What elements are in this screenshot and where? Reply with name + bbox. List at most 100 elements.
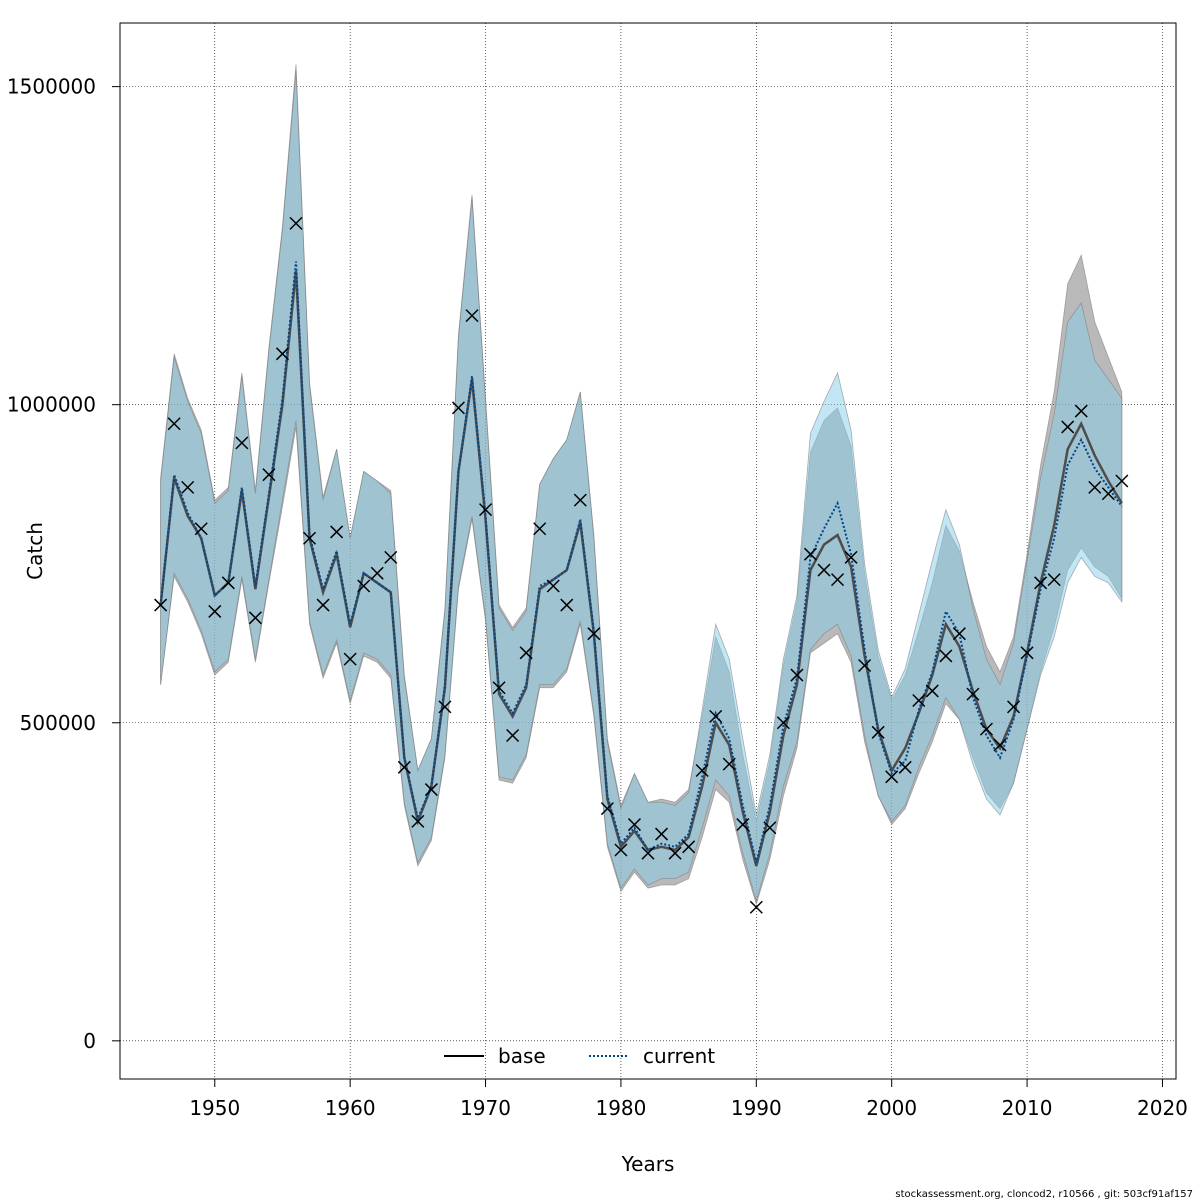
observed-point-2001 <box>898 760 912 774</box>
observed-point-1950 <box>208 604 222 618</box>
observed-point-1946 <box>154 598 168 612</box>
x-tick-label-1970: 1970 <box>460 1096 511 1120</box>
legend: base current <box>444 1044 715 1068</box>
observed-point-1947 <box>167 417 181 431</box>
observed-point-2010 <box>1020 646 1034 660</box>
observed-point-1951 <box>221 576 235 590</box>
observed-point-1962 <box>370 566 384 580</box>
observed-point-1956 <box>289 216 303 230</box>
observed-point-2003 <box>925 684 939 698</box>
footer-credit: stockassessment.org, cloncod2, r10566 , … <box>895 1189 1193 1200</box>
observed-point-1952 <box>235 436 249 450</box>
observed-point-1990 <box>749 900 763 914</box>
confidence-bands <box>160 64 1123 906</box>
observed-point-1948 <box>181 480 195 494</box>
legend-current-label: current <box>643 1044 715 1068</box>
observed-point-1954 <box>262 468 276 482</box>
observed-point-1995 <box>817 563 831 577</box>
observed-point-1974 <box>533 522 547 536</box>
observed-point-1997 <box>844 550 858 564</box>
plot-frame <box>119 22 1177 1080</box>
observed-point-1966 <box>424 783 438 797</box>
observed-point-1992 <box>776 716 790 730</box>
observed-point-1973 <box>519 646 533 660</box>
x-axis: 1950 1960 1970 1980 1990 2000 2010 2020 <box>189 1078 1188 1120</box>
observed-point-1953 <box>248 611 262 625</box>
observed-point-2014 <box>1074 404 1088 418</box>
observed-point-2011 <box>1034 576 1048 590</box>
legend-base-label: base <box>498 1044 546 1068</box>
observed-point-2017 <box>1115 474 1129 488</box>
observed-point-2015 <box>1088 480 1102 494</box>
observed-point-1985 <box>682 840 696 854</box>
x-axis-title: Years <box>621 1152 675 1176</box>
observed-point-2006 <box>966 687 980 701</box>
observed-point-1993 <box>790 668 804 682</box>
observed-point-2000 <box>885 770 899 784</box>
observed-point-1971 <box>492 681 506 695</box>
x-tick-label-2010: 2010 <box>1002 1096 1053 1120</box>
observed-point-2012 <box>1047 573 1061 587</box>
observed-point-1981 <box>627 818 641 832</box>
observed-point-2008 <box>993 738 1007 752</box>
x-tick-label-2000: 2000 <box>866 1096 917 1120</box>
y-tick-label-500000: 500000 <box>20 711 96 735</box>
observed-point-1979 <box>600 802 614 816</box>
observed-point-1994 <box>803 547 817 561</box>
x-tick-label-2020: 2020 <box>1137 1096 1188 1120</box>
observed-point-2002 <box>912 693 926 708</box>
observed-point-1970 <box>479 503 493 517</box>
x-tick-label-1950: 1950 <box>189 1096 240 1120</box>
observed-point-2004 <box>939 649 953 663</box>
observed-point-1980 <box>614 843 628 857</box>
observed-point-2016 <box>1101 487 1115 501</box>
observed-point-1955 <box>275 347 289 361</box>
observed-point-1976 <box>560 598 574 612</box>
observed-point-2009 <box>1007 700 1021 714</box>
observed-point-1975 <box>546 579 560 593</box>
observed-point-1986 <box>695 763 709 778</box>
y-tick-label-0: 0 <box>83 1029 96 1053</box>
observed-point-1963 <box>384 550 398 564</box>
observed-point-1958 <box>316 598 330 612</box>
observed-point-1977 <box>573 493 587 507</box>
x-tick-label-1990: 1990 <box>731 1096 782 1120</box>
observed-point-2013 <box>1061 420 1075 434</box>
y-axis: 0 500000 1000000 1500000 <box>7 75 121 1053</box>
observed-point-1989 <box>736 818 750 832</box>
observed-point-1982 <box>641 846 655 860</box>
y-tick-label-1500000: 1500000 <box>7 75 96 99</box>
grid-lines <box>120 23 1176 1079</box>
observed-point-1972 <box>506 728 520 743</box>
observed-point-1965 <box>411 814 425 828</box>
observed-point-1964 <box>397 760 411 774</box>
observed-point-1996 <box>831 573 845 587</box>
observed-catch-markers <box>154 216 1129 914</box>
observed-point-1957 <box>303 531 317 545</box>
observed-point-1988 <box>722 757 736 771</box>
observed-point-1969 <box>465 309 479 323</box>
observed-point-1967 <box>438 700 452 714</box>
current-line <box>159 261 1123 863</box>
observed-point-2007 <box>979 722 993 736</box>
current-confidence-band <box>160 70 1123 903</box>
observed-point-2005 <box>952 627 966 641</box>
observed-point-1987 <box>709 709 723 723</box>
observed-point-1961 <box>357 579 371 593</box>
observed-point-1999 <box>871 725 885 739</box>
observed-point-1960 <box>343 652 357 666</box>
x-tick-label-1980: 1980 <box>595 1096 646 1120</box>
observed-point-1949 <box>194 522 208 536</box>
observed-point-1978 <box>587 627 601 641</box>
observed-point-1991 <box>763 821 777 835</box>
observed-point-1968 <box>451 401 465 415</box>
x-tick-label-1960: 1960 <box>325 1096 376 1120</box>
y-axis-title: Catch <box>23 522 47 580</box>
observed-point-1998 <box>858 658 872 673</box>
observed-point-1984 <box>668 846 682 860</box>
observed-point-1983 <box>655 827 669 841</box>
y-tick-label-1000000: 1000000 <box>7 393 96 417</box>
series-lines <box>159 261 1123 867</box>
observed-point-1959 <box>330 525 344 539</box>
